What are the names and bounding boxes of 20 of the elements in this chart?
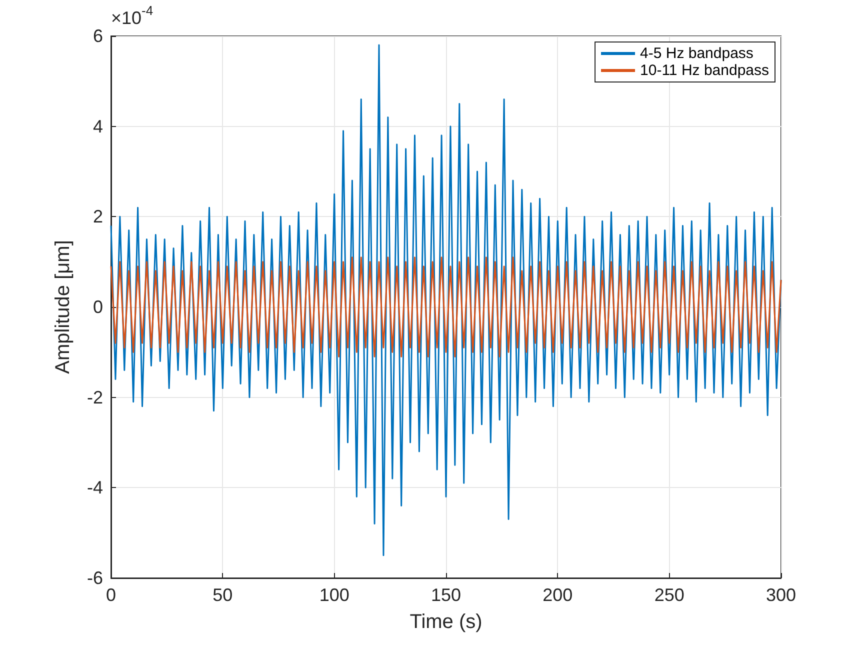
x-tick-label: 150 <box>430 585 462 605</box>
x-tick-label: 250 <box>654 585 684 605</box>
y-tick-label: 2 <box>92 206 103 227</box>
y-tick-label: 0 <box>92 297 103 317</box>
y-axis-title: Amplitude [μm] <box>52 240 74 374</box>
line-series <box>110 44 782 556</box>
y-tick-label: -4 <box>86 478 103 498</box>
y-tick-label: 4 <box>92 116 103 136</box>
x-tick-label: 50 <box>212 585 233 605</box>
x-axis-title: Time (s) <box>410 611 482 633</box>
y-tick-label: -2 <box>86 387 103 408</box>
x-tick-label: 100 <box>319 585 350 605</box>
line-series <box>110 256 782 358</box>
legend-label: 4-5 Hz bandpass <box>640 45 754 62</box>
x-tick-label: 300 <box>766 585 796 605</box>
y-tick-label: -6 <box>86 568 103 588</box>
legend-label: 10-11 Hz bandpass <box>640 62 770 79</box>
y-tick-label: 6 <box>92 26 103 46</box>
x-tick-label: 200 <box>542 585 573 605</box>
x-tick-label: 0 <box>106 585 116 605</box>
